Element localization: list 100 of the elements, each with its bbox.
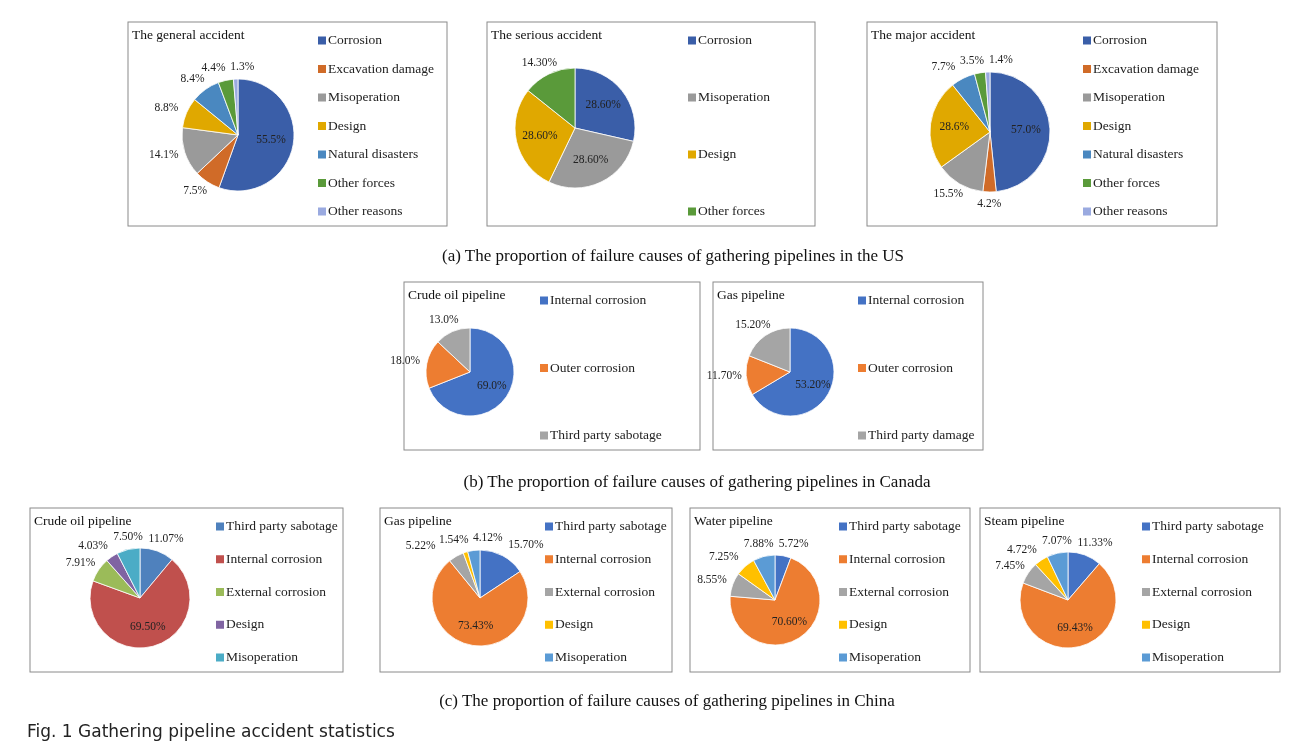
legend-label: Internal corrosion [226, 550, 323, 566]
text: (a) The proportion of failure causes of gathering pipelines in the US [442, 246, 904, 265]
legend-label: Third party sabotage [226, 518, 338, 534]
legend-label: Misoperation [1152, 649, 1225, 665]
legend-label: Natural disasters [1093, 146, 1184, 162]
data-label: 15.20% [735, 318, 772, 331]
legend-label: Other reasons [1093, 203, 1168, 219]
data-label: 5.72% [778, 536, 809, 549]
legend-label: Outer corrosion [868, 359, 954, 375]
data-label: 7.07% [1042, 534, 1073, 547]
legend-label: Misoperation [849, 649, 922, 665]
chart-title: The general accident [132, 27, 245, 42]
legend-label: Other forces [328, 174, 396, 190]
legend-label: Other forces [1093, 174, 1161, 190]
data-label: 28.60% [572, 153, 609, 166]
legend-label: Misoperation [328, 89, 401, 105]
data-label: 11.33% [1077, 536, 1113, 549]
legend-label: Corrosion [1093, 32, 1148, 48]
legend-label: Internal corrosion [550, 292, 647, 308]
data-label: 7.25% [708, 549, 740, 562]
data-label: 7.88% [743, 537, 774, 550]
data-label: 5.22% [405, 538, 436, 551]
chart-title: Crude oil pipeline [34, 513, 132, 528]
legend-label: External corrosion [1152, 583, 1253, 599]
legend-label: Design [555, 616, 594, 632]
data-label: 11.70% [706, 369, 743, 382]
legend-label: Third party sabotage [555, 518, 667, 534]
pie-slice [428, 327, 515, 417]
legend-label: Design [849, 616, 888, 632]
data-label: 70.60% [771, 615, 808, 628]
data-label: 1.3% [230, 59, 255, 72]
chart-title: Water pipeline [694, 513, 773, 528]
text: (c) The proportion of failure causes of gathering pipelines in China [439, 691, 896, 710]
data-label: 4.72% [1007, 542, 1038, 555]
legend-label: Internal corrosion [555, 550, 652, 566]
legend-label: Third party sabotage [849, 518, 961, 534]
legend-label: Corrosion [698, 32, 753, 48]
data-label: 1.54% [438, 533, 470, 546]
legend-label: Misoperation [1093, 89, 1166, 105]
legend-label: Misoperation [555, 649, 628, 665]
data-label: 15.70% [508, 537, 545, 550]
legend-label: Internal corrosion [868, 292, 965, 308]
caption: Fig. 1 Gathering pipeline accident statistics [27, 721, 395, 741]
data-label: 57.0% [1011, 122, 1042, 135]
legend-label: Other forces [698, 203, 766, 219]
data-label: 69.50% [130, 619, 166, 632]
data-label: 8.4% [180, 72, 205, 85]
data-label: 28.60% [585, 98, 622, 111]
legend-label: External corrosion [849, 583, 950, 599]
legend-label: Third party sabotage [550, 427, 662, 443]
chart-title: Steam pipeline [984, 513, 1065, 528]
chart-title: Crude oil pipeline [408, 287, 506, 302]
legend-label: Excavation damage [1093, 60, 1200, 76]
chart-title: Gas pipeline [717, 287, 785, 302]
legend-label: Misoperation [698, 89, 771, 105]
legend-label: Corrosion [328, 32, 383, 48]
data-label: 73.43% [457, 619, 494, 632]
data-label: 18.0% [390, 354, 421, 367]
data-label: 3.5% [960, 53, 985, 66]
legend-label: Design [226, 616, 265, 632]
data-label: 7.45% [995, 558, 1026, 571]
data-label: 14.1% [148, 148, 180, 161]
legend-label: External corrosion [555, 583, 656, 599]
legend-label: Design [698, 146, 737, 162]
data-label: 4.4% [201, 61, 226, 74]
data-label: 53.20% [795, 377, 832, 390]
data-label: 69.43% [1057, 620, 1094, 633]
data-label: 4.12% [472, 531, 504, 544]
data-label: 4.03% [78, 539, 109, 552]
legend-label: Misoperation [226, 649, 299, 665]
data-label: 8.55% [697, 573, 728, 586]
data-label: 28.60% [522, 128, 559, 141]
data-label: 15.5% [933, 186, 964, 199]
legend-label: Design [1093, 117, 1132, 133]
chart-title: The serious accident [491, 27, 603, 42]
legend-label: Design [1152, 616, 1191, 632]
legend-label: Design [328, 117, 367, 133]
text: (b) The proportion of failure causes of gathering pipelines in Canada [463, 472, 931, 491]
data-label: 7.7% [931, 60, 956, 73]
data-label: 28.6% [939, 119, 970, 132]
data-label: 7.50% [113, 530, 144, 543]
legend-label: External corrosion [226, 583, 327, 599]
data-label: 7.91% [65, 555, 96, 568]
legend-label: Internal corrosion [1152, 550, 1249, 566]
data-label: 55.5% [256, 133, 287, 146]
legend-label: Natural disasters [328, 146, 419, 162]
data-label: 8.8% [154, 100, 179, 113]
data-label: 7.5% [183, 184, 208, 197]
chart-title: Gas pipeline [384, 513, 452, 528]
legend-label: Internal corrosion [849, 550, 946, 566]
legend-label: Third party sabotage [1152, 518, 1264, 534]
data-label: 14.30% [521, 55, 558, 68]
data-label: 11.07% [148, 532, 185, 545]
legend-label: Third party damage [868, 427, 975, 443]
data-label: 13.0% [428, 313, 460, 326]
legend-label: Other reasons [328, 203, 403, 219]
legend-label: Outer corrosion [550, 359, 636, 375]
data-label: 4.2% [977, 196, 1002, 209]
chart-title: The major accident [871, 27, 976, 42]
data-label: 69.0% [476, 379, 508, 392]
